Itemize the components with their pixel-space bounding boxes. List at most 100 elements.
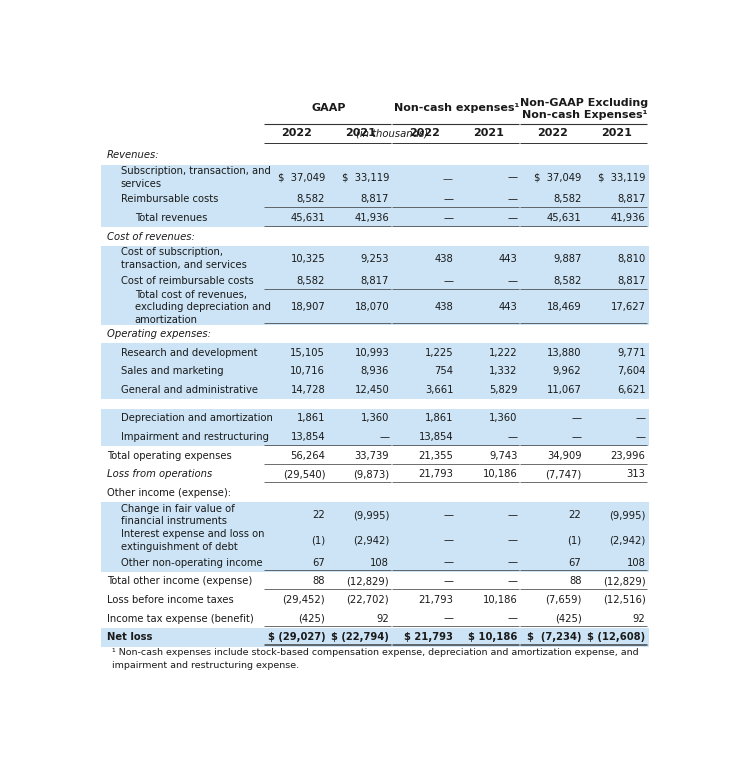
Bar xyxy=(101,272,648,290)
Text: —: — xyxy=(507,614,518,624)
Text: 8,817: 8,817 xyxy=(617,276,645,286)
Text: 313: 313 xyxy=(626,469,645,479)
Text: Sales and marketing: Sales and marketing xyxy=(121,366,224,376)
Text: Total cost of revenues,
excluding depreciation and
amortization: Total cost of revenues, excluding deprec… xyxy=(135,290,270,325)
Text: 45,631: 45,631 xyxy=(547,214,581,223)
Text: —: — xyxy=(443,510,453,520)
Text: Non-cash expenses¹: Non-cash expenses¹ xyxy=(394,103,519,113)
Text: 8,817: 8,817 xyxy=(361,194,389,204)
Text: (29,540): (29,540) xyxy=(283,469,325,479)
Text: 45,631: 45,631 xyxy=(290,214,325,223)
Text: 13,880: 13,880 xyxy=(547,348,581,358)
Text: 92: 92 xyxy=(376,614,389,624)
Text: 18,469: 18,469 xyxy=(547,303,581,313)
Text: 41,936: 41,936 xyxy=(610,214,645,223)
Text: Total revenues: Total revenues xyxy=(135,214,207,223)
Text: 22: 22 xyxy=(312,510,325,520)
Text: —: — xyxy=(507,432,518,442)
Text: 56,264: 56,264 xyxy=(290,451,325,461)
Text: Other non-operating income: Other non-operating income xyxy=(121,558,262,568)
Text: $  33,119: $ 33,119 xyxy=(341,173,389,183)
Text: (9,995): (9,995) xyxy=(353,510,389,520)
Text: —: — xyxy=(443,535,453,545)
Text: —: — xyxy=(507,214,518,223)
Text: (7,659): (7,659) xyxy=(545,595,581,605)
Text: Total other income (expense): Total other income (expense) xyxy=(107,576,252,586)
Text: 1,222: 1,222 xyxy=(489,348,518,358)
Text: 1,332: 1,332 xyxy=(489,366,518,376)
Text: —: — xyxy=(443,276,453,286)
Text: 88: 88 xyxy=(313,576,325,586)
Text: —: — xyxy=(507,194,518,204)
Text: (1): (1) xyxy=(311,535,325,545)
Text: 9,962: 9,962 xyxy=(553,366,581,376)
Text: Non-GAAP Excluding: Non-GAAP Excluding xyxy=(520,98,648,108)
Text: (425): (425) xyxy=(555,614,581,624)
Text: —: — xyxy=(443,614,453,624)
Text: (22,702): (22,702) xyxy=(346,595,389,605)
Text: Cost of subscription,
transaction, and services: Cost of subscription, transaction, and s… xyxy=(121,247,246,270)
Bar xyxy=(101,381,648,399)
Text: Loss before income taxes: Loss before income taxes xyxy=(107,595,234,605)
Text: 8,817: 8,817 xyxy=(617,194,645,204)
Text: Impairment and restructuring: Impairment and restructuring xyxy=(121,432,269,442)
Text: —: — xyxy=(507,535,518,545)
Text: 8,810: 8,810 xyxy=(617,254,645,264)
Text: $     —   $: $ — $ xyxy=(442,173,453,183)
Text: 22: 22 xyxy=(569,510,581,520)
Text: $ (12,608): $ (12,608) xyxy=(588,632,645,642)
Text: (1): (1) xyxy=(567,535,581,545)
Text: $  37,049: $ 37,049 xyxy=(278,173,325,183)
Text: 92: 92 xyxy=(633,614,645,624)
Text: 1,360: 1,360 xyxy=(489,413,518,423)
Text: 2022: 2022 xyxy=(409,128,440,138)
Text: 1,360: 1,360 xyxy=(361,413,389,423)
Text: Cost of revenues:: Cost of revenues: xyxy=(107,232,194,242)
Text: GAAP: GAAP xyxy=(311,103,346,113)
Text: Non-cash Expenses¹: Non-cash Expenses¹ xyxy=(522,110,647,120)
Text: —: — xyxy=(443,558,453,568)
Text: —: — xyxy=(507,576,518,586)
Text: 21,355: 21,355 xyxy=(418,451,453,461)
Text: 15,105: 15,105 xyxy=(290,348,325,358)
Text: 23,996: 23,996 xyxy=(610,451,645,461)
Text: (2,942): (2,942) xyxy=(353,535,389,545)
Text: (in thousands): (in thousands) xyxy=(356,129,428,139)
Text: —: — xyxy=(443,214,453,223)
Text: —: — xyxy=(635,432,645,442)
Text: 8,582: 8,582 xyxy=(553,194,581,204)
Text: 5,829: 5,829 xyxy=(489,385,518,395)
Text: (12,516): (12,516) xyxy=(603,595,645,605)
Text: 10,325: 10,325 xyxy=(290,254,325,264)
Text: 1,225: 1,225 xyxy=(425,348,453,358)
Text: 2021: 2021 xyxy=(345,128,376,138)
Text: 1,861: 1,861 xyxy=(425,413,453,423)
Text: $ 21,793: $ 21,793 xyxy=(404,632,453,642)
Text: $ 10,186: $ 10,186 xyxy=(468,632,518,642)
Bar xyxy=(101,290,648,325)
Text: 34,909: 34,909 xyxy=(547,451,581,461)
Text: 33,739: 33,739 xyxy=(355,451,389,461)
Text: 8,582: 8,582 xyxy=(297,194,325,204)
Bar xyxy=(101,528,648,553)
Text: 754: 754 xyxy=(434,366,453,376)
Text: (425): (425) xyxy=(298,614,325,624)
Text: 8,817: 8,817 xyxy=(361,276,389,286)
Text: 438: 438 xyxy=(434,254,453,264)
Text: —: — xyxy=(572,413,581,423)
Text: Depreciation and amortization: Depreciation and amortization xyxy=(121,413,273,423)
Text: 9,743: 9,743 xyxy=(489,451,518,461)
Text: 41,936: 41,936 xyxy=(355,214,389,223)
Bar xyxy=(101,209,648,227)
Text: 8,582: 8,582 xyxy=(297,276,325,286)
Text: —: — xyxy=(507,558,518,568)
Text: 443: 443 xyxy=(499,254,518,264)
Text: 10,993: 10,993 xyxy=(355,348,389,358)
Text: $ (29,027): $ (29,027) xyxy=(268,632,325,642)
Bar xyxy=(101,343,648,362)
Text: —: — xyxy=(635,413,645,423)
Text: 11,067: 11,067 xyxy=(547,385,581,395)
Text: 2022: 2022 xyxy=(537,128,568,138)
Text: (29,452): (29,452) xyxy=(283,595,325,605)
Text: 2022: 2022 xyxy=(281,128,311,138)
